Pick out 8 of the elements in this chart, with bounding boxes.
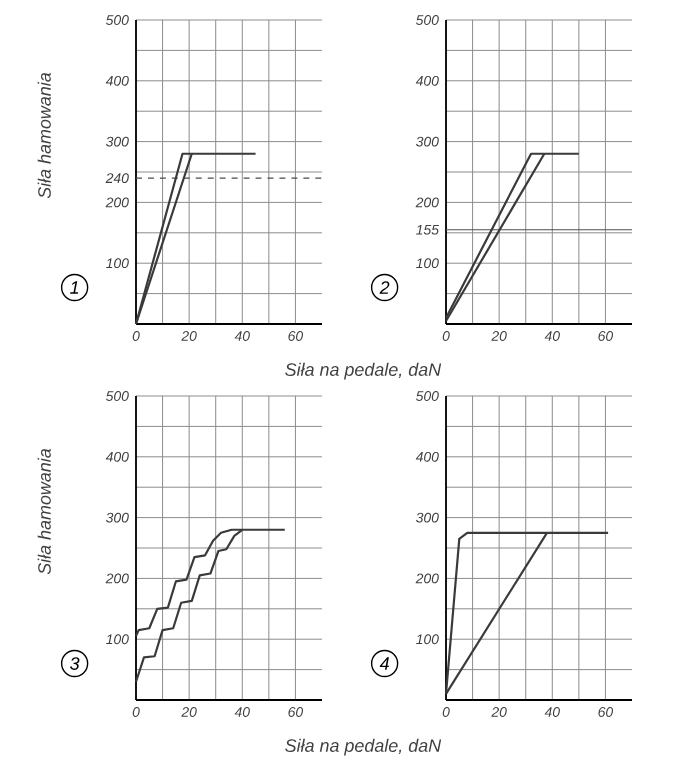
x-axis-title: Siła na pedale, daN xyxy=(285,362,442,380)
text: 4 xyxy=(379,657,389,670)
y-axis-title: Siła hamowania xyxy=(37,448,51,575)
x-axis-title: Siła na pedale, daN xyxy=(285,738,442,756)
y-axis-title: Siła hamowania xyxy=(37,72,51,199)
text: 1 xyxy=(70,281,79,294)
text: 3 xyxy=(70,657,80,670)
text: 2 xyxy=(379,281,390,294)
